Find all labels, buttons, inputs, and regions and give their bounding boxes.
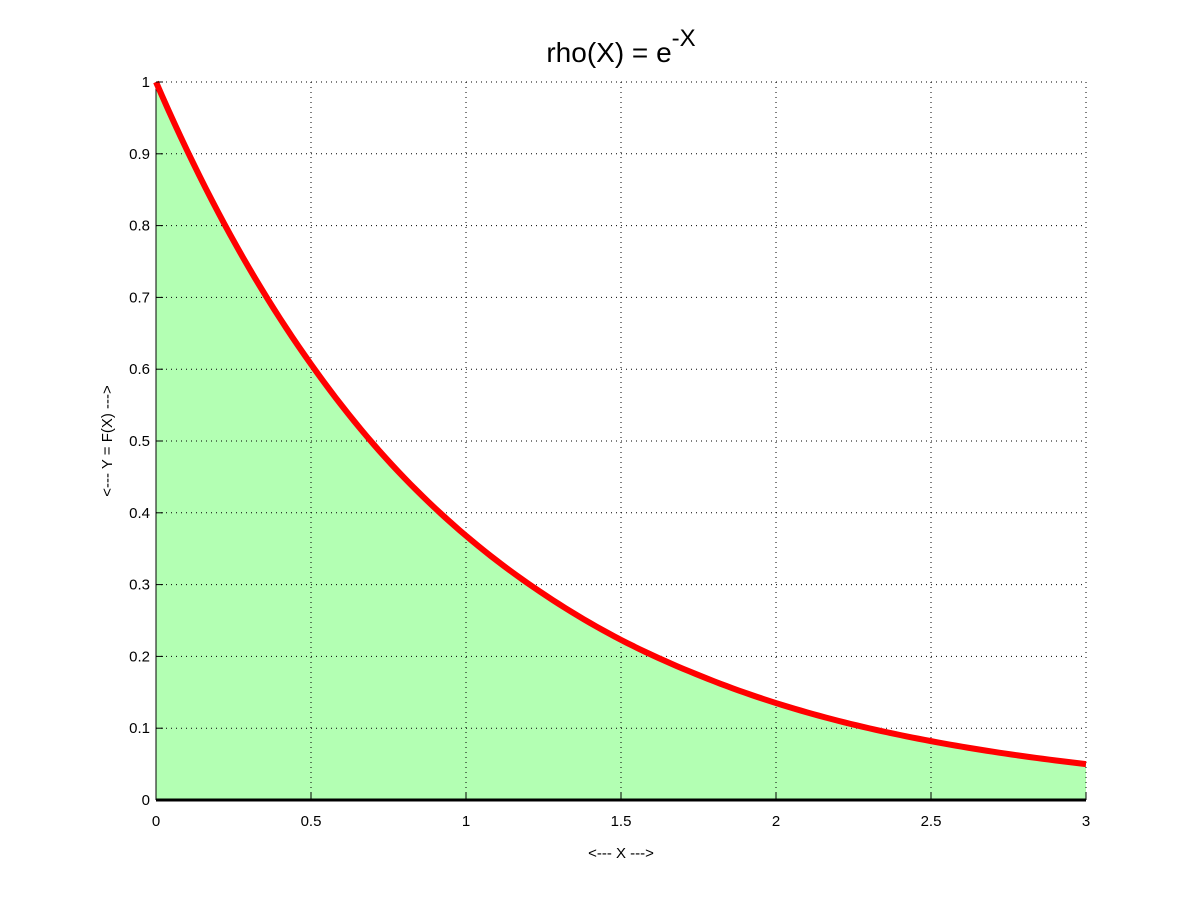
y-tick-label: 0.3 [129,577,150,594]
y-axis-label: <--- Y = F(X) ---> [99,385,116,497]
curve-line [153,80,1087,768]
y-tick-label: 0.6 [129,361,150,378]
y-tick-label: 0.8 [129,218,150,235]
x-tick-label: 3 [1082,813,1090,830]
x-tick-label: 0 [152,813,160,830]
area-fill-layer [156,82,1086,800]
y-tick-label: 0.2 [129,648,150,665]
x-tick-label: 0.5 [301,813,322,830]
y-tick-label: 0 [142,792,150,809]
x-tick-label: 2 [772,813,780,830]
x-axis-label: <--- X ---> [588,845,654,862]
y-tick-label: 0.5 [129,433,150,450]
chart-title-base: rho(X) = e [546,37,671,68]
chart-title-superscript: -X [672,25,696,52]
y-tick-label: 0.9 [129,146,150,163]
chart-title: rho(X) = e-X [546,25,695,68]
grid-layer [156,81,1087,800]
y-tick-label: 1 [142,74,150,91]
x-tick-label: 1.5 [611,813,632,830]
curve-layer [153,80,1087,768]
y-tick-label: 0.4 [129,505,150,522]
x-tick-label: 1 [462,813,470,830]
x-tick-label: 2.5 [921,813,942,830]
y-tick-label: 0.7 [129,289,150,306]
tick-layer: 0 0.5 1 1.5 2 2.5 3 0 0.1 0.2 0.3 0.4 0.5 0.6 0.7 0.8 0.… [129,74,1090,830]
area-fill [156,82,1086,800]
y-tick-label: 0.1 [129,720,150,737]
